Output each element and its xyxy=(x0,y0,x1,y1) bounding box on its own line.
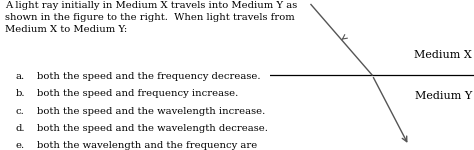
Text: both the speed and the wavelength decrease.: both the speed and the wavelength decrea… xyxy=(36,124,267,133)
Text: b.: b. xyxy=(15,89,25,98)
Text: both the speed and frequency increase.: both the speed and frequency increase. xyxy=(36,89,238,98)
Text: e.: e. xyxy=(15,141,25,150)
Text: both the wavelength and the frequency are
        unchanged.: both the wavelength and the frequency ar… xyxy=(36,141,257,150)
Text: A light ray initially in Medium X travels into Medium Y as
shown in the figure t: A light ray initially in Medium X travel… xyxy=(5,2,297,34)
Text: c.: c. xyxy=(15,106,24,116)
Text: a.: a. xyxy=(15,72,25,81)
Text: d.: d. xyxy=(15,124,25,133)
Text: Medium Y: Medium Y xyxy=(415,91,472,101)
Text: Medium X: Medium X xyxy=(414,51,472,60)
Text: both the speed and the wavelength increase.: both the speed and the wavelength increa… xyxy=(36,106,265,116)
Text: both the speed and the frequency decrease.: both the speed and the frequency decreas… xyxy=(36,72,260,81)
